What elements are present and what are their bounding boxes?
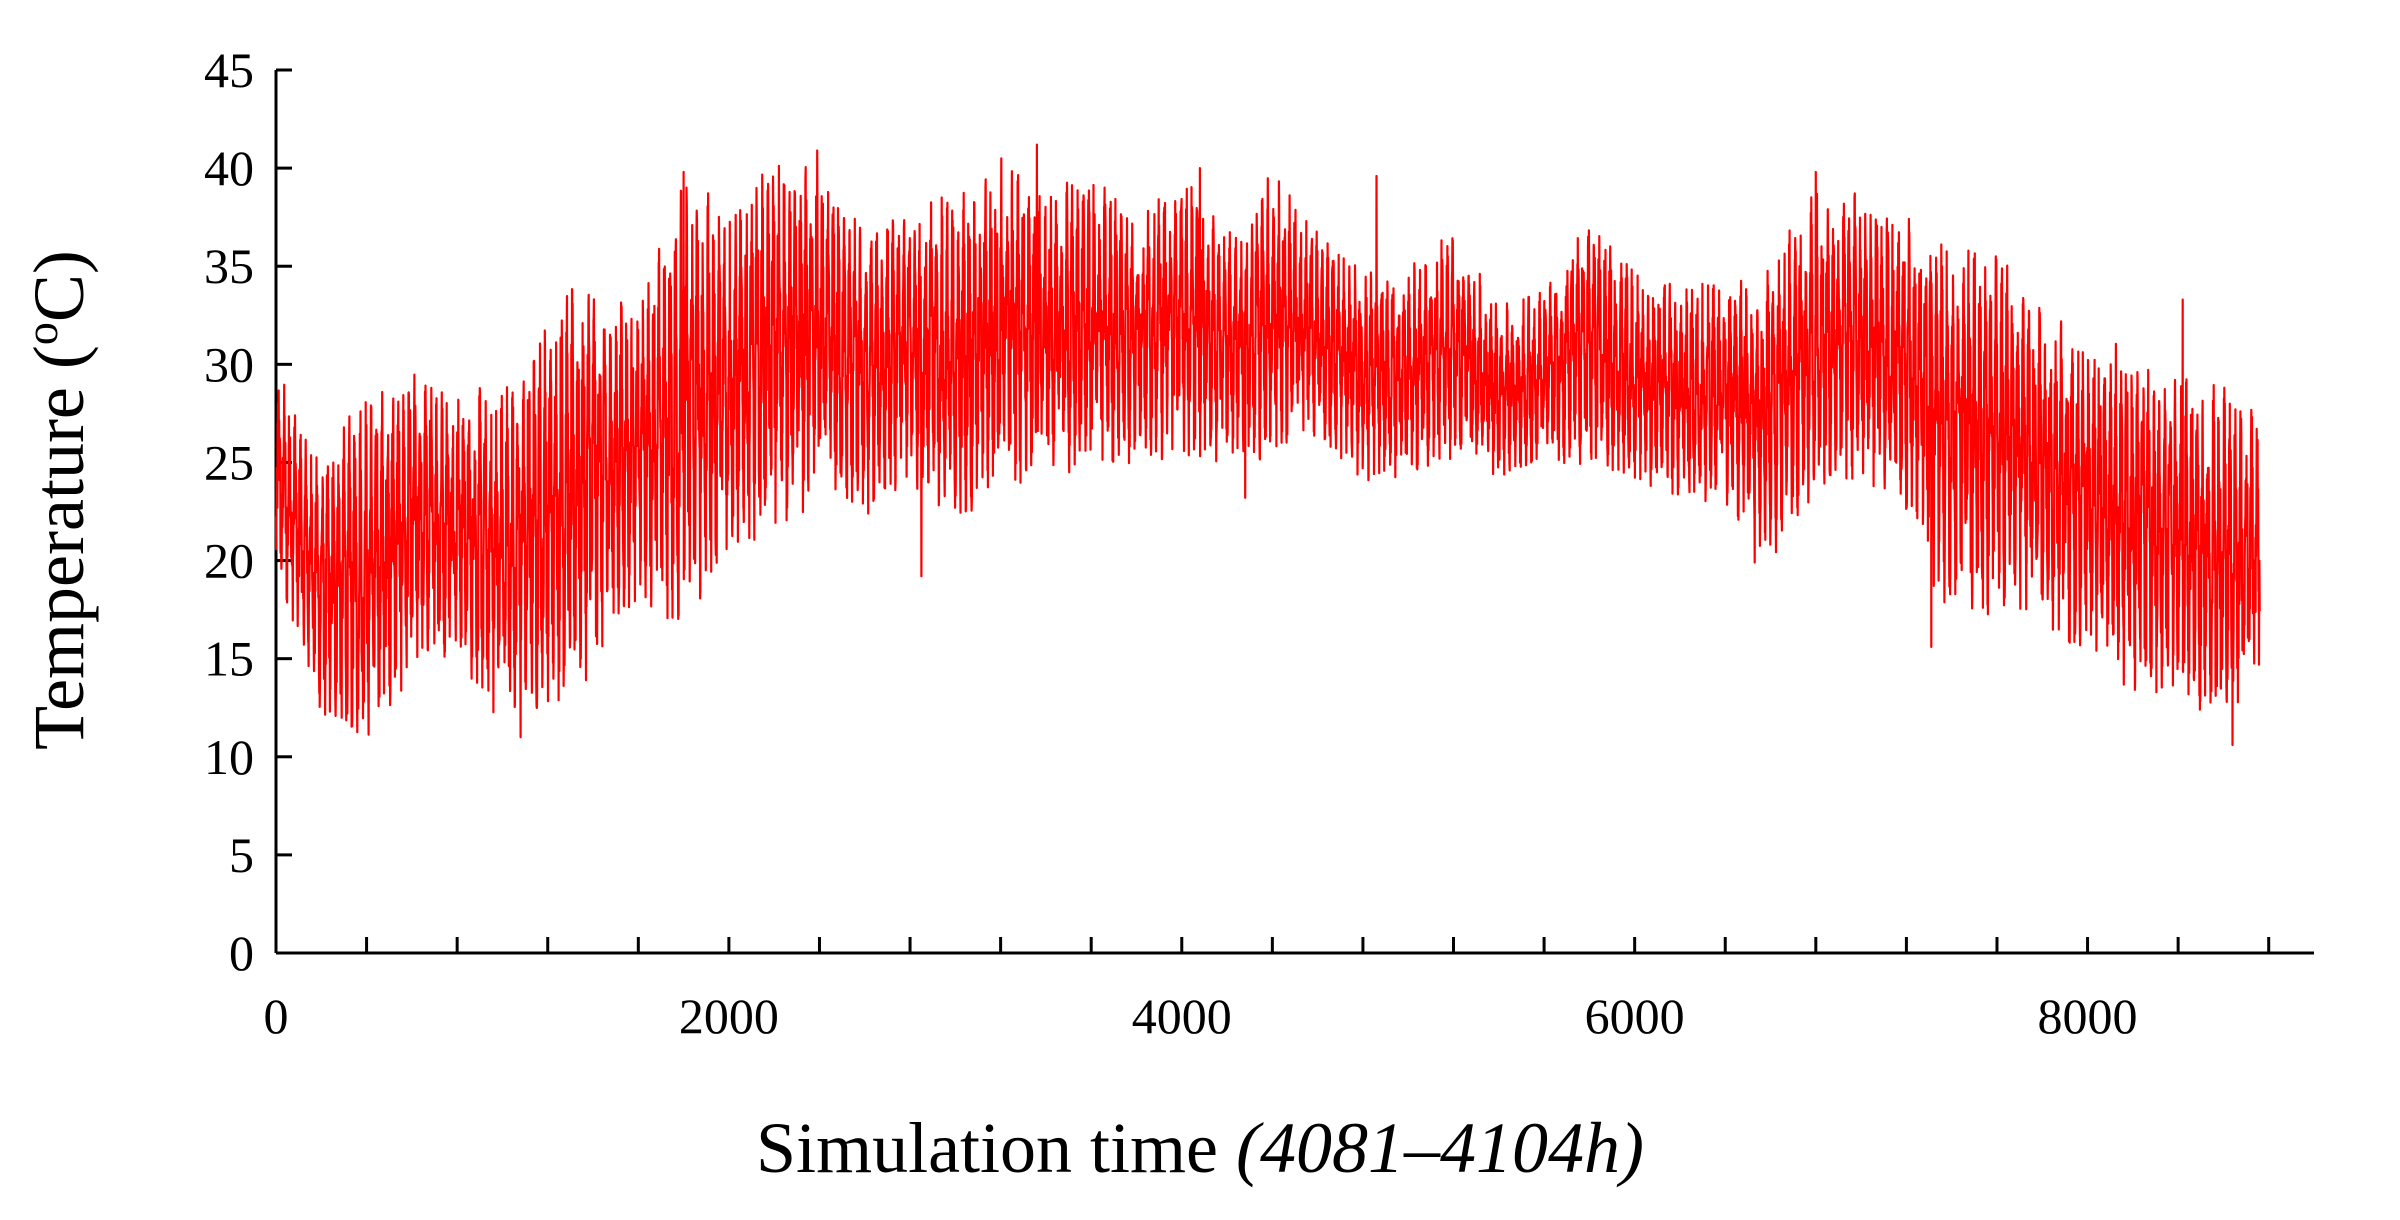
y-tick-label: 30 [204,336,254,392]
x-tick-label: 8000 [2038,988,2138,1044]
series-layer [274,143,2261,747]
y-tick-label: 10 [204,729,254,785]
x-tick-label: 6000 [1585,988,1685,1044]
x-axis-label-spacer [1218,1108,1236,1188]
x-tick-label: 4000 [1132,988,1232,1044]
x-tick-label: 0 [264,988,289,1044]
x-tick-label: 2000 [679,988,779,1044]
ticks: 0 5 10 15 20 25 30 35 40 45 0 2000 4000 6000 8000 [204,42,2271,1044]
y-tick-label: 45 [204,42,254,98]
y-axis-label-suffix: C) [19,250,99,322]
y-tick-label: 40 [204,140,254,196]
temperature-series-line [274,143,2261,747]
y-axis-label-prefix: Temperature ( [19,345,99,750]
y-tick-label: 25 [204,434,254,490]
y-tick-label: 0 [229,925,254,981]
x-axis-label: Simulation time [756,1108,1218,1188]
x-axis-title: Simulation time (4081–4104h) [756,1108,1644,1188]
y-tick-label: 5 [229,827,254,883]
y-tick-label: 20 [204,533,254,589]
y-tick-label: 15 [204,631,254,687]
y-axis-title: Temperature (oC) [16,250,99,750]
x-axis-note: (4081–4104h) [1236,1108,1644,1188]
y-axis-label-superscript: o [16,322,67,345]
y-tick-label: 35 [204,238,254,294]
